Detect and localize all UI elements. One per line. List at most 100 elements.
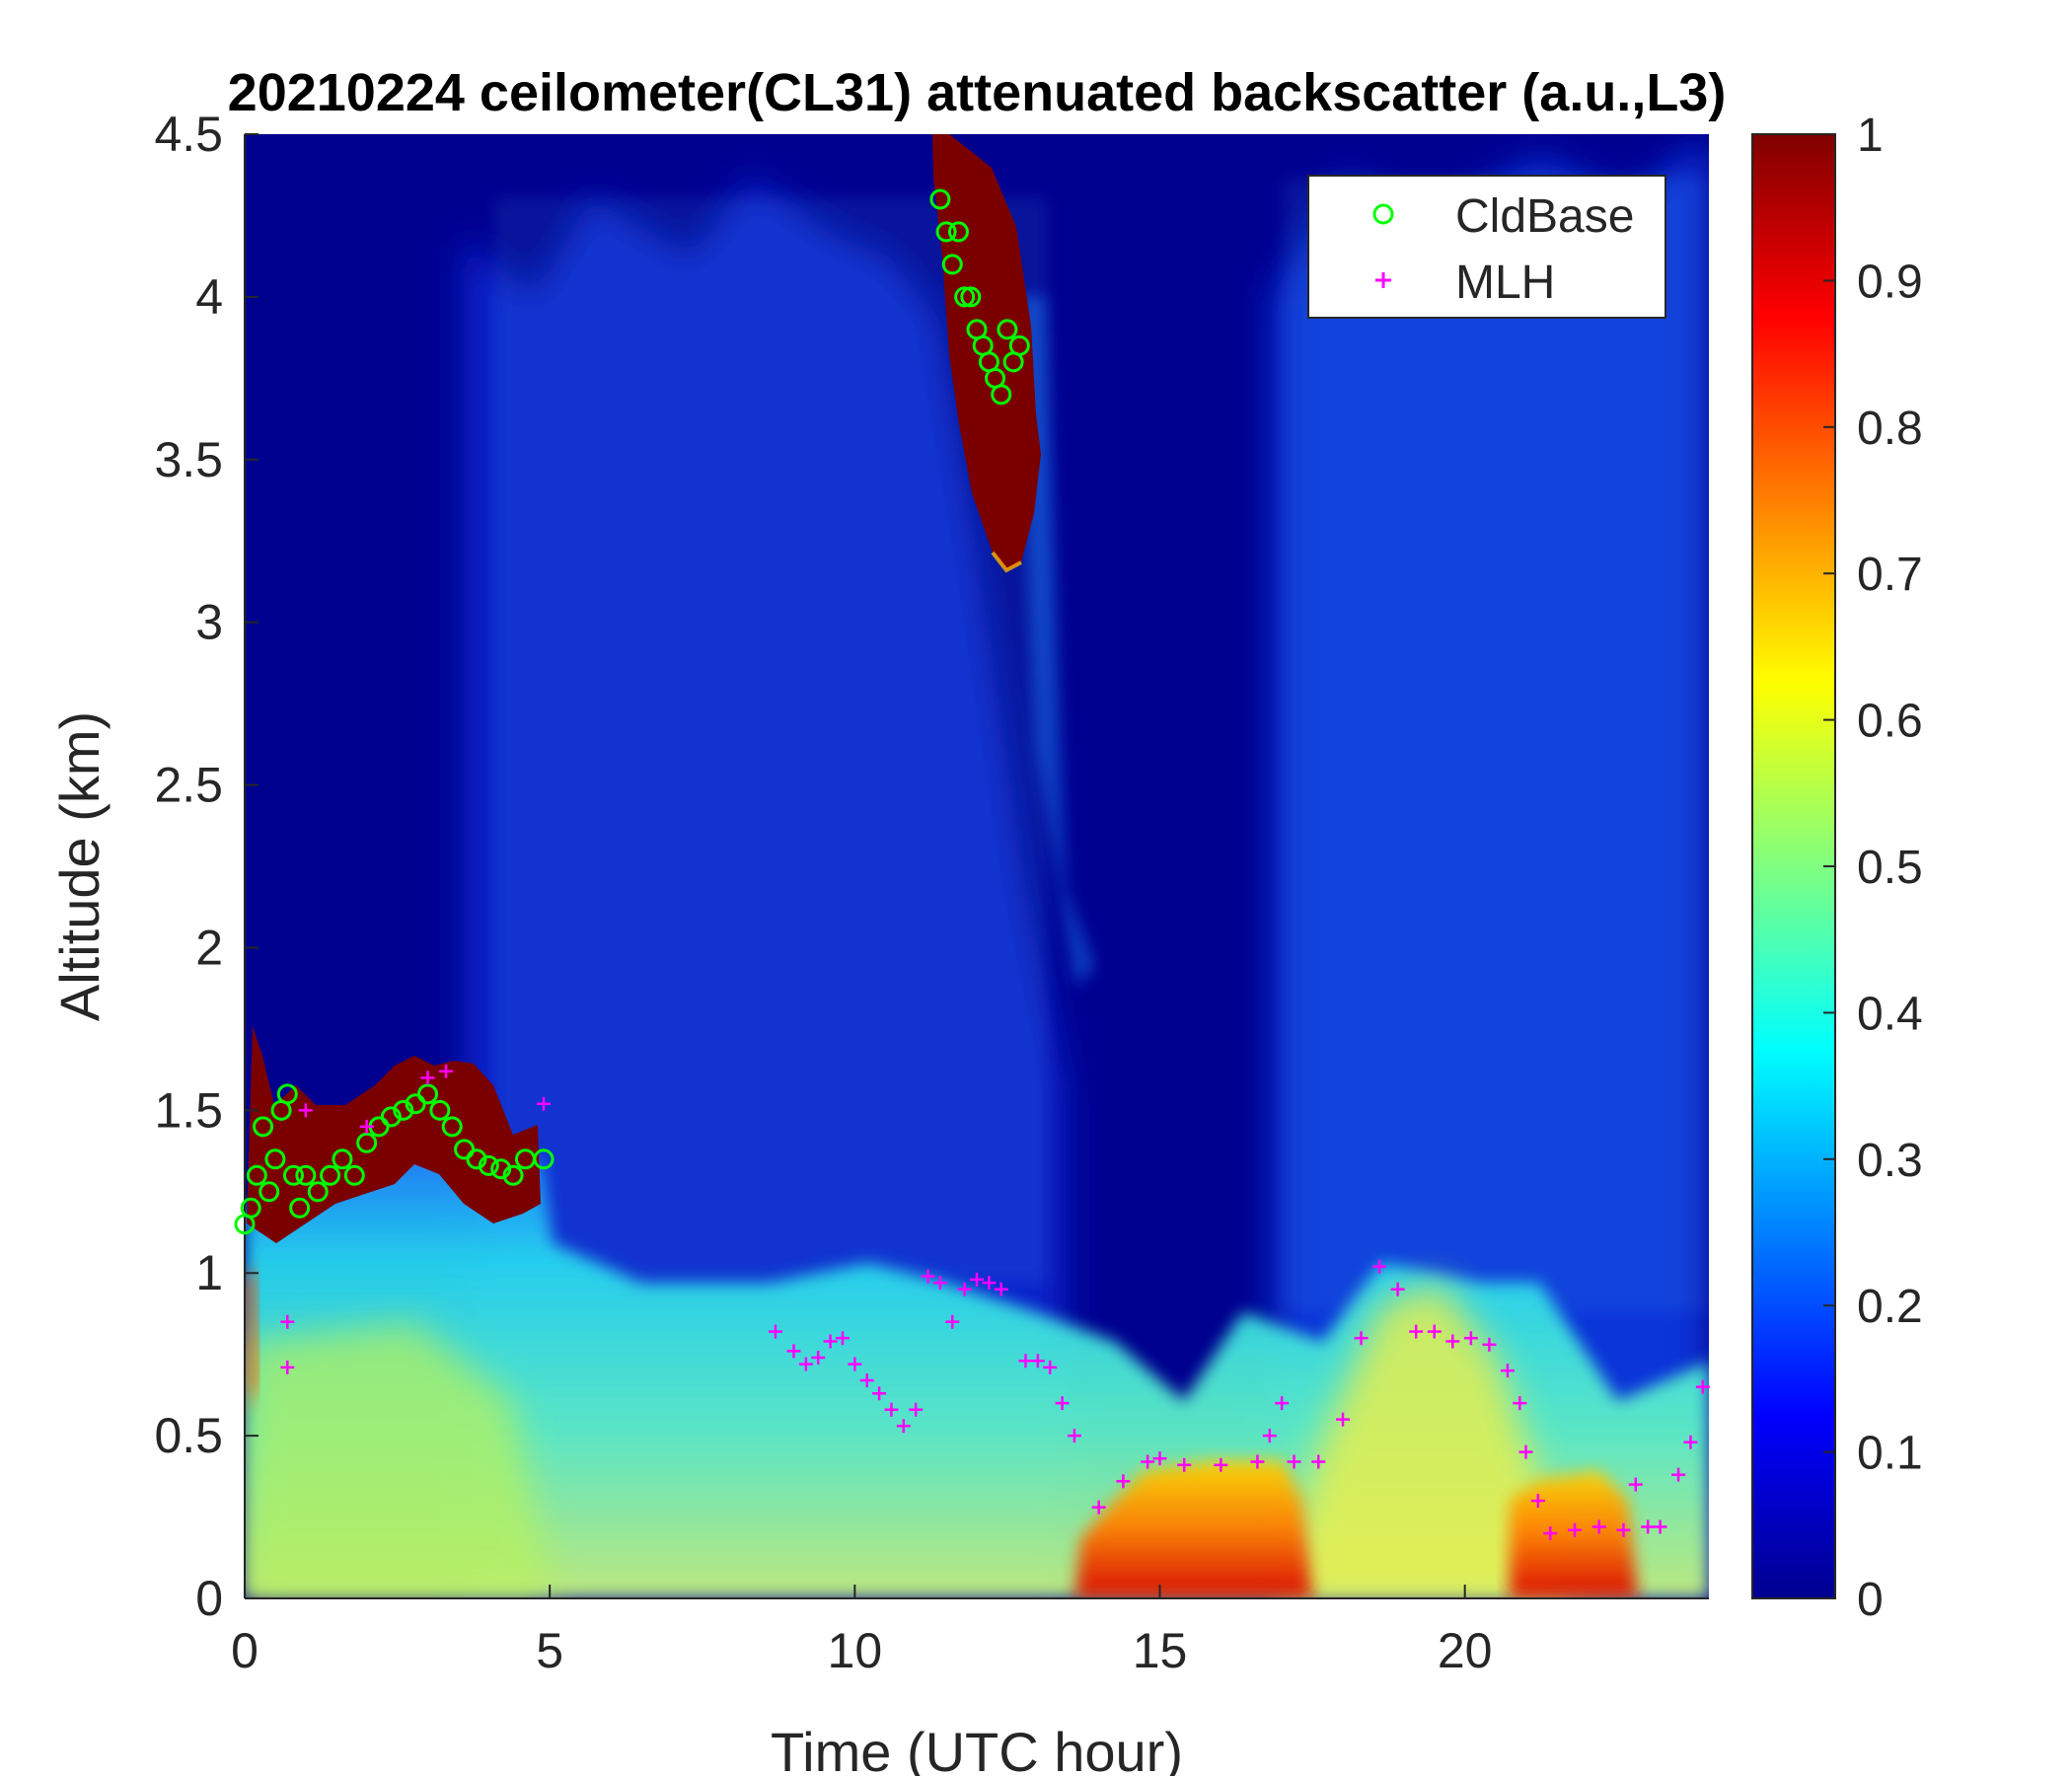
mlh-point xyxy=(823,1334,838,1349)
cldbase-point xyxy=(533,1148,555,1170)
mlh-point xyxy=(945,1314,960,1329)
colorbar-tick-label: 0.7 xyxy=(1857,549,1923,601)
y-tick-label: 0.5 xyxy=(154,1408,223,1463)
cldbase-point xyxy=(380,1106,402,1128)
mlh-point xyxy=(1543,1526,1558,1541)
mlh-point xyxy=(1043,1360,1058,1374)
mlh-point xyxy=(1250,1454,1265,1469)
mlh-point xyxy=(798,1357,813,1371)
mlh-point xyxy=(280,1314,295,1329)
cldbase-point xyxy=(240,1197,261,1219)
mlh-point xyxy=(1567,1522,1582,1537)
mlh-point xyxy=(1116,1474,1131,1489)
mlh-point xyxy=(1336,1412,1350,1427)
mlh-point xyxy=(1463,1331,1478,1346)
colorbar-tick-label: 0 xyxy=(1857,1574,1884,1626)
cldbase-point xyxy=(264,1148,286,1170)
mlh-point xyxy=(1214,1457,1228,1472)
cldbase-point xyxy=(332,1148,353,1170)
mlh-point xyxy=(1409,1324,1424,1339)
mlh-point xyxy=(848,1357,862,1371)
cldbase-point xyxy=(289,1197,311,1219)
cldbase-point xyxy=(929,188,951,210)
cldbase-point xyxy=(991,384,1012,406)
x-axis-label: Time (UTC hour) xyxy=(771,1721,1183,1776)
colorbar-tick-label: 0.8 xyxy=(1857,403,1923,455)
colorbar-tick-label: 0.6 xyxy=(1857,696,1923,748)
mlh-point xyxy=(1513,1396,1527,1411)
cldbase-point xyxy=(502,1164,524,1186)
y-tick-label: 3.5 xyxy=(154,432,223,487)
cldbase-point xyxy=(276,1083,298,1105)
mlh-point xyxy=(1018,1354,1033,1369)
cldbase-point xyxy=(441,1116,463,1138)
mlh-point xyxy=(786,1344,801,1359)
y-axis-ticks: 0 0.5 1 1.5 2 2.5 3 3.5 4 4.5 xyxy=(154,107,259,1626)
mlh-point xyxy=(768,1324,782,1339)
colorbar-tick-label: 0.9 xyxy=(1857,256,1923,308)
cldbase-point xyxy=(466,1148,487,1170)
cldbase-point xyxy=(941,254,963,275)
cldbase-point xyxy=(282,1164,304,1186)
mlh-point xyxy=(1518,1444,1533,1459)
mlh-point xyxy=(896,1419,911,1434)
mlh-point xyxy=(1671,1467,1686,1482)
legend-box xyxy=(1307,175,1666,319)
x-tick-label: 15 xyxy=(1133,1623,1188,1678)
x-axis-ticks: 0 5 10 15 20 xyxy=(231,1585,1492,1678)
mlh-point xyxy=(1275,1396,1290,1411)
mlh-point xyxy=(359,1119,374,1134)
heatmap-cloud-high-edge xyxy=(991,551,1022,573)
mlh-point xyxy=(1177,1457,1192,1472)
mlh-point xyxy=(859,1373,874,1388)
colorbar-tick-label: 0.1 xyxy=(1857,1428,1923,1480)
mlh-point xyxy=(1695,1379,1710,1394)
cldbase-point xyxy=(960,286,982,308)
mlh-point xyxy=(1641,1519,1656,1534)
colorbar-tick-label: 0.2 xyxy=(1857,1281,1923,1333)
cldbase-point xyxy=(490,1158,512,1180)
cldbase-point xyxy=(253,1116,274,1138)
cldbase-point xyxy=(320,1164,341,1186)
colorbar-tick-label: 0.4 xyxy=(1857,988,1923,1040)
cldbase-point xyxy=(429,1099,451,1121)
colorbar-gradient xyxy=(1751,133,1836,1599)
y-tick-label: 3 xyxy=(195,595,223,650)
cldbase-point xyxy=(478,1154,499,1176)
mlh-point xyxy=(811,1350,826,1365)
mlh-point xyxy=(1152,1451,1167,1466)
cldbase-point xyxy=(393,1099,414,1121)
mlh-point xyxy=(1067,1429,1081,1443)
mlh-point xyxy=(957,1282,972,1296)
mlh-point xyxy=(1390,1282,1405,1296)
x-tick-label: 0 xyxy=(231,1623,259,1678)
cldbase-point xyxy=(997,319,1018,340)
mlh-point xyxy=(1482,1337,1497,1352)
colorbar-ticks: 0 0.1 0.2 0.3 0.4 0.5 0.6 0.7 0.8 0.9 1 xyxy=(1823,110,1923,1626)
y-tick-label: 2 xyxy=(195,920,223,975)
mlh-point xyxy=(1372,1259,1387,1274)
chart-title: 20210224 ceilometer(CL31) attenuated bac… xyxy=(228,63,1727,122)
colorbar: 0 0.1 0.2 0.3 0.4 0.5 0.6 0.7 0.8 0.9 1 xyxy=(1751,110,1923,1626)
cldbase-point xyxy=(246,1164,267,1186)
mlh-point xyxy=(921,1269,935,1284)
heatmap-cloud-low xyxy=(247,1026,541,1243)
mlh-point xyxy=(439,1064,454,1078)
mlh-point xyxy=(1530,1494,1545,1509)
legend-marker-mlh xyxy=(1375,272,1391,288)
heatmap-surface-left xyxy=(245,1263,259,1411)
mlh-point xyxy=(1091,1500,1106,1515)
cldbase-point xyxy=(307,1181,329,1203)
mlh-point xyxy=(932,1276,947,1291)
mlh-point xyxy=(1616,1522,1631,1537)
mlh-point xyxy=(1287,1454,1301,1469)
mlh-point xyxy=(1500,1364,1515,1378)
mlh-point xyxy=(1683,1435,1698,1449)
cldbase-point xyxy=(1008,334,1030,356)
y-tick-label: 1.5 xyxy=(154,1082,223,1138)
mlh-point xyxy=(835,1331,850,1346)
colorbar-tick-label: 0.3 xyxy=(1857,1135,1923,1187)
cldbase-point xyxy=(356,1132,378,1153)
y-tick-label: 1 xyxy=(195,1245,223,1300)
